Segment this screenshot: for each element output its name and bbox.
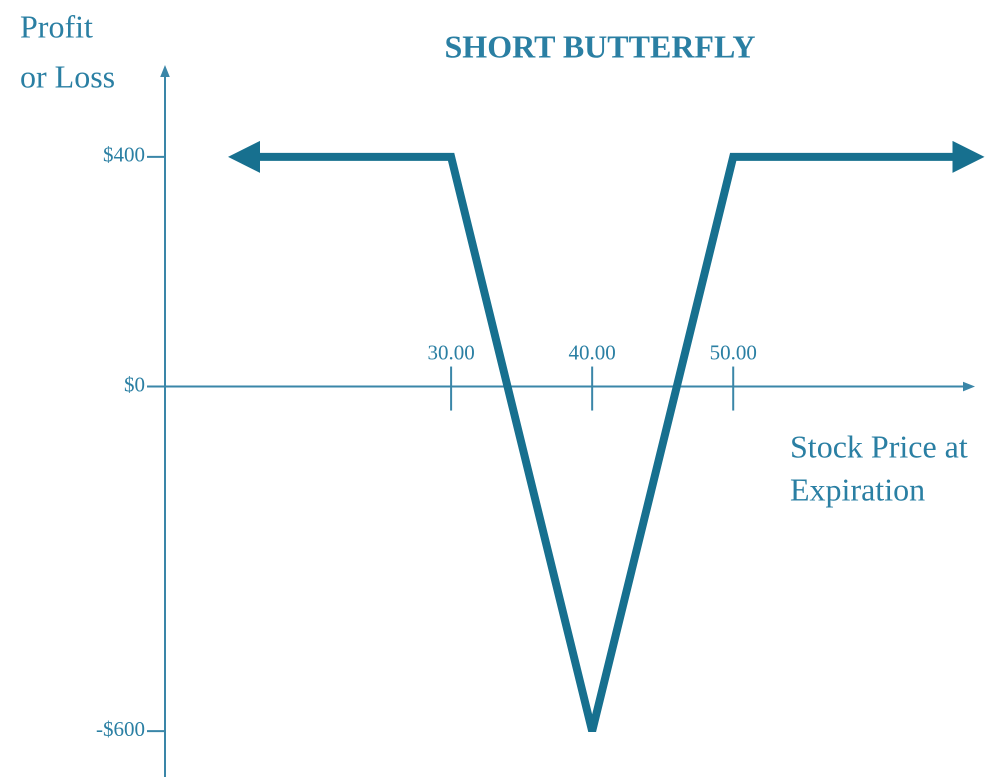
y-axis-label: or Loss bbox=[20, 58, 115, 94]
x-tick-label: 50.00 bbox=[710, 340, 757, 364]
x-tick-label: 40.00 bbox=[569, 340, 616, 364]
x-tick-label: 30.00 bbox=[427, 340, 474, 364]
x-axis-label: Expiration bbox=[790, 471, 925, 507]
y-axis-label: Profit bbox=[20, 8, 93, 44]
payoff-line bbox=[228, 140, 985, 733]
y-tick-label: $400 bbox=[103, 143, 145, 167]
chart-title: SHORT BUTTERFLY bbox=[445, 28, 756, 64]
y-tick-label: -$600 bbox=[96, 717, 145, 741]
x-axis-label: Stock Price at bbox=[790, 428, 968, 464]
y-tick-label: $0 bbox=[124, 372, 145, 396]
